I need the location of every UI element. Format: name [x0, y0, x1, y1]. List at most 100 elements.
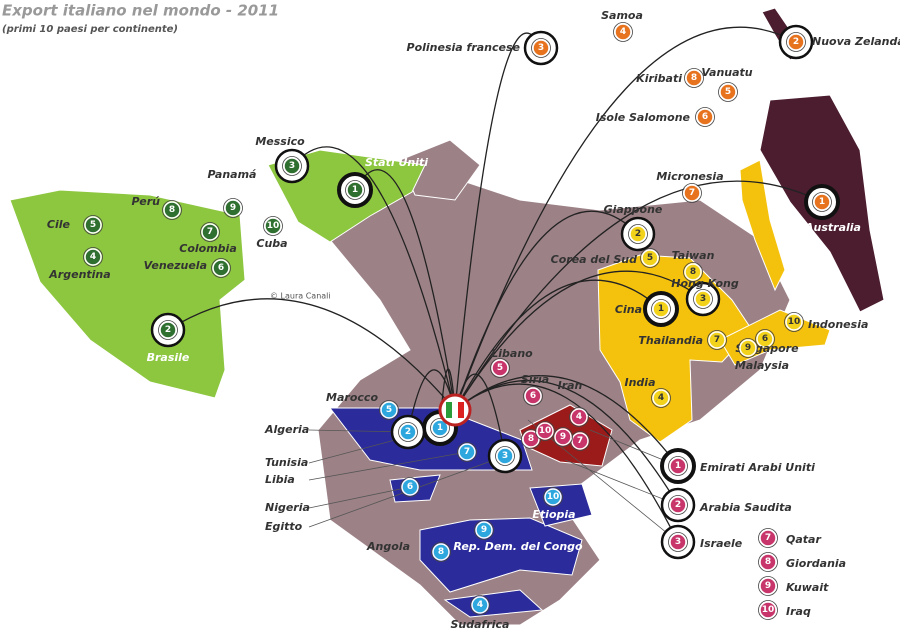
rank-marker	[759, 577, 777, 595]
leader-line	[308, 451, 468, 481]
rank-number: 2	[635, 229, 641, 239]
country-label: Messico	[255, 135, 305, 148]
rank-number: 4	[477, 600, 483, 610]
leader-line	[308, 486, 411, 509]
rank-number: 8	[765, 557, 771, 567]
rank-number: 5	[386, 405, 392, 415]
country-label: Brasile	[147, 351, 190, 364]
flag-white	[452, 402, 458, 418]
rank-marker	[756, 330, 774, 348]
rank-number: 4	[658, 393, 664, 403]
rank-marker	[759, 529, 777, 547]
rank-outline	[282, 156, 302, 176]
route	[454, 26, 797, 411]
rank-number: 2	[675, 500, 681, 510]
country-label: Corea del Sud	[551, 253, 637, 266]
rank-marker	[544, 488, 562, 506]
rank-number: 7	[577, 436, 583, 446]
rank-outline	[628, 224, 648, 244]
country-label: Giordania	[786, 557, 846, 570]
rank-marker	[431, 419, 449, 437]
rank-outline	[523, 386, 543, 406]
rank-number: 7	[689, 188, 695, 198]
country-label: Australia	[804, 221, 861, 234]
rank-number: 5	[725, 87, 731, 97]
rank-outline	[569, 407, 589, 427]
route	[454, 279, 662, 411]
italy-flag	[438, 393, 472, 427]
rank-number: 3	[700, 294, 706, 304]
rank-outline	[718, 82, 738, 102]
route	[454, 383, 679, 543]
country-label: Sudafrica	[451, 618, 510, 631]
rank-number: 3	[502, 451, 508, 461]
rank-outline	[83, 247, 103, 267]
rank-marker	[708, 331, 726, 349]
rank-marker	[524, 387, 542, 405]
rank-marker	[652, 389, 670, 407]
rank-marker	[570, 408, 588, 426]
rank-marker	[669, 533, 687, 551]
rank-marker	[159, 321, 177, 339]
rank-number: 9	[560, 432, 566, 442]
rank-marker	[458, 443, 476, 461]
rank-outline	[345, 180, 365, 200]
country-label: Nigeria	[265, 501, 310, 514]
country-label: Argentina	[48, 268, 110, 281]
rank-marker	[785, 313, 803, 331]
rank-outline	[640, 248, 660, 268]
rank-outline	[543, 487, 563, 507]
rank-marker	[84, 248, 102, 266]
country-label: Libano	[491, 347, 533, 360]
rank-outline	[651, 388, 671, 408]
japan-land	[739, 159, 786, 292]
country-label: Vanuatu	[701, 66, 752, 79]
rank-number: 4	[620, 27, 626, 37]
rank-outline	[693, 289, 713, 309]
country-label: Algeria	[264, 423, 309, 436]
country-label: Arabia Saudita	[699, 501, 792, 514]
rank-outline	[400, 477, 420, 497]
rank-outline	[470, 595, 490, 615]
rank-outline	[758, 552, 778, 572]
rank-outline	[613, 22, 633, 42]
flag-red	[458, 402, 464, 418]
rank-number: 4	[576, 412, 582, 422]
rank-marker	[683, 184, 701, 202]
country-label: Rep. Dem. del Congo	[453, 540, 583, 553]
rank-number: 1	[437, 423, 443, 433]
rank-marker	[652, 300, 670, 318]
country-label: Micronesia	[656, 170, 723, 183]
rank-number: 1	[352, 185, 358, 195]
rank-marker	[669, 496, 687, 514]
americas-south	[9, 189, 246, 399]
rank-marker	[264, 217, 282, 235]
rank-marker	[201, 223, 219, 241]
rank-outline	[758, 600, 778, 620]
rank-outline	[211, 258, 231, 278]
rank-marker	[399, 423, 417, 441]
rank-marker	[491, 359, 509, 377]
rank-outline	[812, 192, 832, 212]
rank-marker	[759, 601, 777, 619]
rank-outline	[553, 427, 573, 447]
rank-outline	[531, 38, 551, 58]
country-label: Nuova Zelanda	[812, 35, 900, 48]
rank-marker	[719, 83, 737, 101]
country-label: Venezuela	[144, 259, 207, 272]
rank-number: 8	[169, 205, 175, 215]
rank-outline	[83, 215, 103, 235]
rank-number: 7	[207, 227, 213, 237]
country-label: Cile	[47, 218, 71, 231]
rank-number: 8	[691, 73, 697, 83]
country-label: Tunisia	[265, 456, 308, 469]
country-label: Israele	[700, 537, 743, 550]
route	[291, 146, 456, 411]
rank-number: 8	[690, 267, 696, 277]
rank-outline	[758, 528, 778, 548]
rank-number: 1	[675, 461, 681, 471]
rank-number: 10	[539, 426, 552, 436]
rank-marker	[536, 422, 554, 440]
title: Export italiano nel mondo - 2011	[2, 2, 279, 20]
